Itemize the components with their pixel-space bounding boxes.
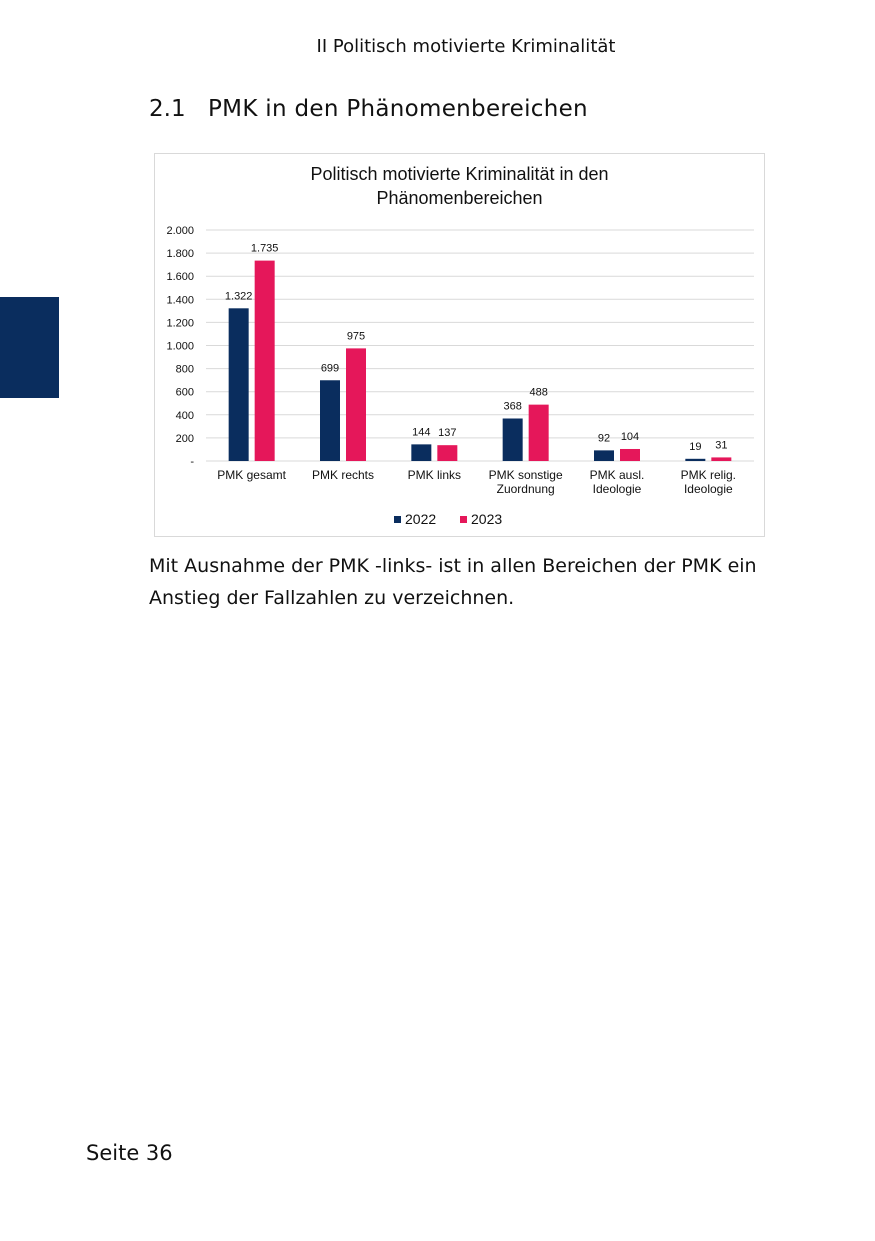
bar xyxy=(437,445,458,461)
x-tick-label: PMK relig. Ideologie xyxy=(680,468,736,496)
bar xyxy=(711,457,732,461)
y-tick-label: 2.000 xyxy=(166,225,194,237)
value-label: 975 xyxy=(347,330,365,342)
value-label: 1.322 xyxy=(225,290,253,302)
value-label: 1.735 xyxy=(251,243,279,255)
bar xyxy=(254,260,275,461)
page-number: Seite 36 xyxy=(86,1141,173,1165)
value-label: 31 xyxy=(715,439,727,451)
legend-label: 2023 xyxy=(471,511,502,527)
y-tick-label: 1.600 xyxy=(166,271,194,283)
y-tick-label: 1.400 xyxy=(166,294,194,306)
chart-title: Politisch motivierte Kriminalität in den… xyxy=(310,164,609,208)
y-tick-label: 1.000 xyxy=(166,341,194,353)
y-tick-label: - xyxy=(190,456,194,468)
section-title: PMK in den Phänomenbereichen xyxy=(208,96,588,122)
x-tick-label: PMK ausl. Ideologie xyxy=(589,468,645,496)
bar xyxy=(594,450,614,461)
side-tab xyxy=(0,297,59,398)
y-tick-label: 600 xyxy=(176,387,194,399)
y-tick-label: 200 xyxy=(176,433,194,445)
value-label: 92 xyxy=(598,432,610,444)
bar xyxy=(228,308,249,461)
value-label: 368 xyxy=(503,400,521,412)
legend-label: 2022 xyxy=(405,511,436,527)
value-label: 144 xyxy=(412,426,430,438)
bar xyxy=(502,418,523,461)
bar xyxy=(528,404,549,461)
running-header: II Politisch motivierte Kriminalität xyxy=(316,36,616,57)
value-label: 699 xyxy=(321,362,339,374)
x-tick-label: PMK gesamt xyxy=(217,468,286,482)
section-number: 2.1 xyxy=(149,96,186,122)
value-label: 19 xyxy=(689,441,701,453)
bar xyxy=(685,458,706,461)
y-tick-label: 400 xyxy=(176,410,194,422)
y-tick-label: 1.200 xyxy=(166,317,194,329)
value-label: 137 xyxy=(438,427,456,439)
legend-swatch xyxy=(460,516,467,523)
y-tick-label: 1.800 xyxy=(166,248,194,260)
bar xyxy=(620,448,640,461)
value-label: 488 xyxy=(529,387,547,399)
bar xyxy=(411,444,432,461)
x-tick-label: PMK sonstige Zuordnung xyxy=(488,468,563,496)
bar xyxy=(320,380,340,461)
paragraph: Mit Ausnahme der PMK -links- ist in alle… xyxy=(149,555,757,609)
value-label: 104 xyxy=(621,431,639,443)
y-tick-label: 800 xyxy=(176,364,194,376)
bar xyxy=(346,348,366,461)
x-tick-label: PMK rechts xyxy=(311,468,374,482)
chart: - 200 400 600 800 1.000 1.200 1.400 1.600 1.800 2.… xyxy=(154,153,765,537)
x-tick-label: PMK links xyxy=(407,468,461,482)
chart-canvas: - 200 400 600 800 1.000 1.200 1.400 1.600 1.800 2.… xyxy=(166,225,754,527)
legend-swatch xyxy=(394,516,401,523)
